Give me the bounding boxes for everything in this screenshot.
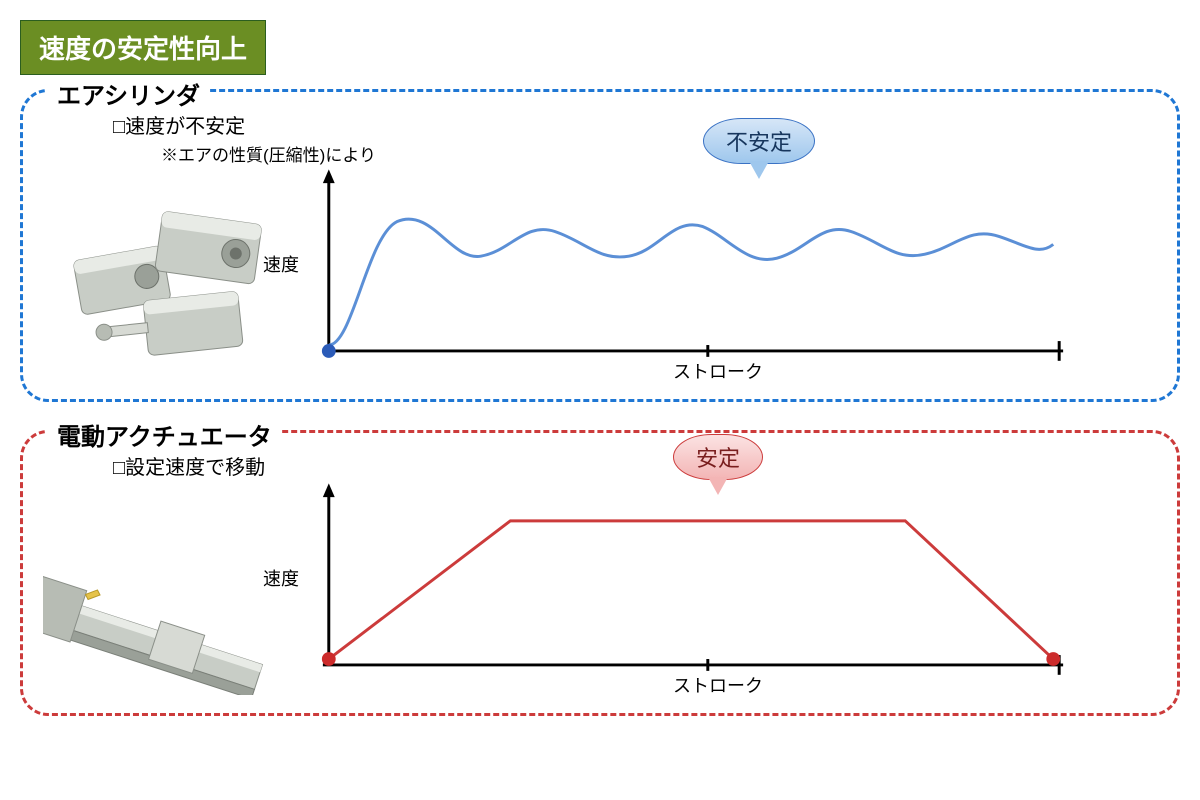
air-cylinder-image bbox=[43, 201, 303, 381]
air-desc: □速度が不安定 ※エアの性質(圧縮性)により bbox=[113, 110, 1157, 166]
elec-x-label: ストローク bbox=[673, 672, 763, 698]
elec-desc: □設定速度で移動 bbox=[113, 451, 1157, 480]
callout-stable: 安定 bbox=[673, 434, 763, 480]
page-title-badge: 速度の安定性向上 bbox=[20, 20, 266, 75]
air-x-label: ストローク bbox=[673, 358, 763, 384]
air-y-label: 速度 bbox=[263, 251, 299, 277]
panel-electric-actuator: 電動アクチュエータ □設定速度で移動 安定 bbox=[20, 430, 1180, 716]
air-desc-sub: ※エアの性質(圧縮性)により bbox=[161, 141, 1157, 166]
callout-stable-text: 安定 bbox=[696, 446, 740, 471]
elec-y-label: 速度 bbox=[263, 565, 299, 591]
panel-air-cylinder: エアシリンダ □速度が不安定 ※エアの性質(圧縮性)により bbox=[20, 89, 1180, 402]
air-desc-main: □速度が不安定 bbox=[113, 116, 245, 138]
callout-unstable: 不安定 bbox=[703, 118, 815, 164]
panel-elec-heading: 電動アクチュエータ bbox=[47, 417, 282, 452]
air-chart: 不安定 速度 ストローク bbox=[313, 166, 1157, 381]
elec-chart: 安定 速度 ストローク bbox=[313, 480, 1157, 695]
panel-air-heading: エアシリンダ bbox=[47, 76, 210, 111]
callout-unstable-text: 不安定 bbox=[726, 130, 792, 155]
electric-actuator-image bbox=[43, 525, 303, 695]
elec-desc-main: □設定速度で移動 bbox=[113, 457, 265, 479]
